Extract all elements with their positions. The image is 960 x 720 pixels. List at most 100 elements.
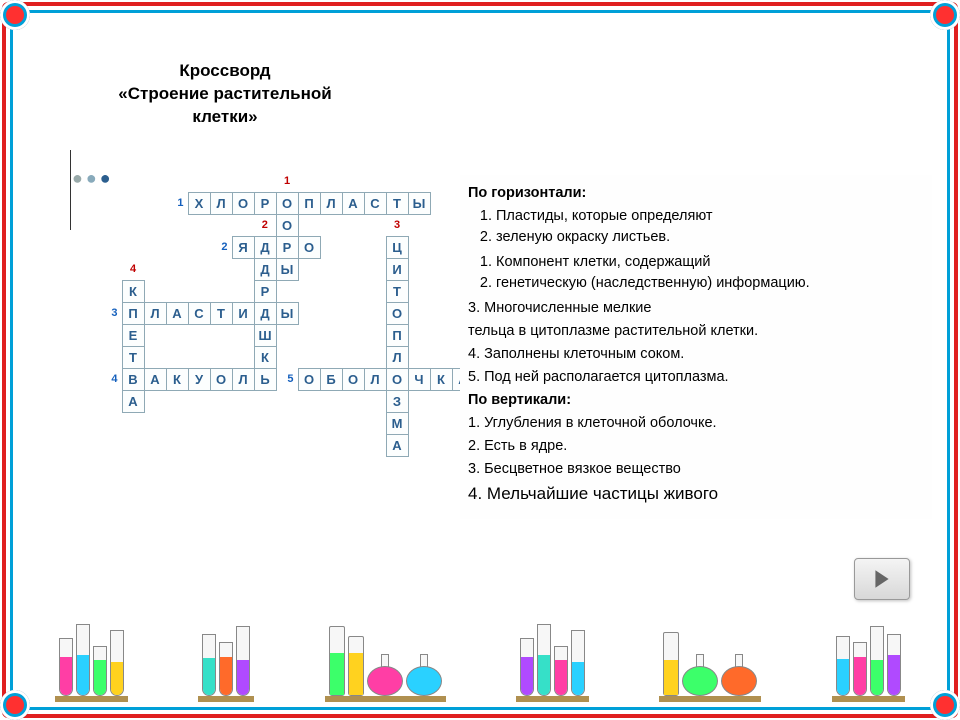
crossword-cell: Д xyxy=(254,258,276,280)
test-tube xyxy=(520,638,534,696)
crossword-cell: Ь xyxy=(254,368,276,390)
corner-decor xyxy=(0,0,30,30)
crossword-cell: Л xyxy=(320,192,342,214)
test-tube xyxy=(219,642,233,696)
title-line: «Строение растительной xyxy=(50,83,400,106)
clue-item: 3. Бесцветное вязкое вещество xyxy=(468,459,924,480)
glassware-bench xyxy=(20,592,940,702)
crossword-cell: Л xyxy=(232,368,254,390)
crossword-cell: Ы xyxy=(408,192,430,214)
rack xyxy=(198,626,254,702)
crossword-cell: К xyxy=(122,280,144,302)
crossword-cell: Т xyxy=(386,280,408,302)
crossword-number: 3 xyxy=(386,214,408,236)
crossword-cell: Д xyxy=(254,236,276,258)
test-tube xyxy=(836,636,850,696)
crossword-cell: Л xyxy=(364,368,386,390)
crossword-cell: Т xyxy=(210,302,232,324)
crossword-cell: О xyxy=(276,214,298,236)
crossword-cell: Р xyxy=(276,236,298,258)
crossword-cell: О xyxy=(298,368,320,390)
clue-item: 2. Есть в ядре. xyxy=(468,436,924,457)
clue-item: зеленую окраску листьев. xyxy=(496,227,924,248)
crossword-cell: П xyxy=(298,192,320,214)
test-tube xyxy=(59,638,73,696)
crossword-cell: К xyxy=(254,346,276,368)
crossword-number: 4 xyxy=(100,368,122,390)
flask xyxy=(367,654,403,696)
cylinder xyxy=(329,626,345,696)
test-tube xyxy=(554,646,568,696)
clue-item: генетическую (наследственную) информацию… xyxy=(496,273,924,294)
flask xyxy=(406,654,442,696)
crossword-cell: К xyxy=(430,368,452,390)
crossword-cell: Л xyxy=(386,346,408,368)
clue-item: тельца в цитоплазме растительной клетки. xyxy=(468,321,924,342)
rack xyxy=(659,632,761,702)
cylinder xyxy=(348,636,364,696)
across-header: По горизонтали: xyxy=(468,183,924,204)
crossword-cell: А xyxy=(386,434,408,456)
clue-item: 5. Под ней располагается цитоплазма. xyxy=(468,367,924,388)
crossword-cell: Ы xyxy=(276,258,298,280)
crossword-cell: А xyxy=(122,390,144,412)
crossword-cell: Р xyxy=(254,280,276,302)
rack xyxy=(516,624,589,702)
crossword-cell: Л xyxy=(144,302,166,324)
crossword-cell: О xyxy=(232,192,254,214)
down-header: По вертикали: xyxy=(468,390,924,411)
clue-item: Компонент клетки, содержащий xyxy=(496,252,924,273)
test-tube xyxy=(236,626,250,696)
crossword-cell: Д xyxy=(254,302,276,324)
crossword-cell: Ч xyxy=(408,368,430,390)
flask xyxy=(721,654,757,696)
title-line: Кроссворд xyxy=(50,60,400,83)
crossword-number: 1 xyxy=(276,170,298,192)
rack xyxy=(55,624,128,702)
crossword-number: 3 xyxy=(100,302,122,324)
across-list: Пластиды, которые определяют зеленую окр… xyxy=(468,206,924,248)
crossword-cell: И xyxy=(232,302,254,324)
test-tube xyxy=(870,626,884,696)
crossword-cell: Ц xyxy=(386,236,408,258)
page-title: Кроссворд «Строение растительной клетки» xyxy=(50,60,400,129)
rack xyxy=(325,626,446,702)
crossword-cell: А xyxy=(342,192,364,214)
crossword-number: 2 xyxy=(210,236,232,258)
crossword-cell: О xyxy=(386,302,408,324)
test-tube xyxy=(93,646,107,696)
test-tube xyxy=(537,624,551,696)
crossword-cell: О xyxy=(276,192,298,214)
crossword-cell: Х xyxy=(188,192,210,214)
corner-decor xyxy=(930,0,960,30)
cursor-line xyxy=(70,150,71,230)
clues-panel: По горизонтали: Пластиды, которые опреде… xyxy=(460,175,932,519)
crossword-number: 1 xyxy=(166,192,188,214)
crossword-cell: К xyxy=(166,368,188,390)
crossword-cell: О xyxy=(386,368,408,390)
crossword-cell: А xyxy=(166,302,188,324)
clue-item: Пластиды, которые определяют xyxy=(496,206,924,227)
crossword-cell: А xyxy=(144,368,166,390)
crossword-cell: Л xyxy=(210,192,232,214)
play-icon xyxy=(871,568,893,590)
crossword-cell: З xyxy=(386,390,408,412)
crossword-cell: Б xyxy=(320,368,342,390)
crossword-cell: Е xyxy=(122,324,144,346)
rack xyxy=(832,626,905,702)
crossword-number: 2 xyxy=(254,214,276,236)
crossword-cell: С xyxy=(364,192,386,214)
crossword-cell: М xyxy=(386,412,408,434)
crossword-number: 4 xyxy=(122,258,144,280)
crossword-cell: Р xyxy=(254,192,276,214)
crossword-cell: И xyxy=(386,258,408,280)
crossword-cell: Ы xyxy=(276,302,298,324)
crossword-grid: 11ХЛОРОПЛАСТЫ2О32ЯДРОЦ4ДЫИКРТ3ПЛАСТИДЫОЕ… xyxy=(100,170,475,457)
test-tube xyxy=(571,630,585,696)
crossword-cell: Я xyxy=(232,236,254,258)
crossword-cell: Т xyxy=(386,192,408,214)
test-tube xyxy=(853,642,867,696)
clue-item: 4. Заполнены клеточным соком. xyxy=(468,344,924,365)
crossword-cell: Ш xyxy=(254,324,276,346)
crossword-cell: В xyxy=(122,368,144,390)
